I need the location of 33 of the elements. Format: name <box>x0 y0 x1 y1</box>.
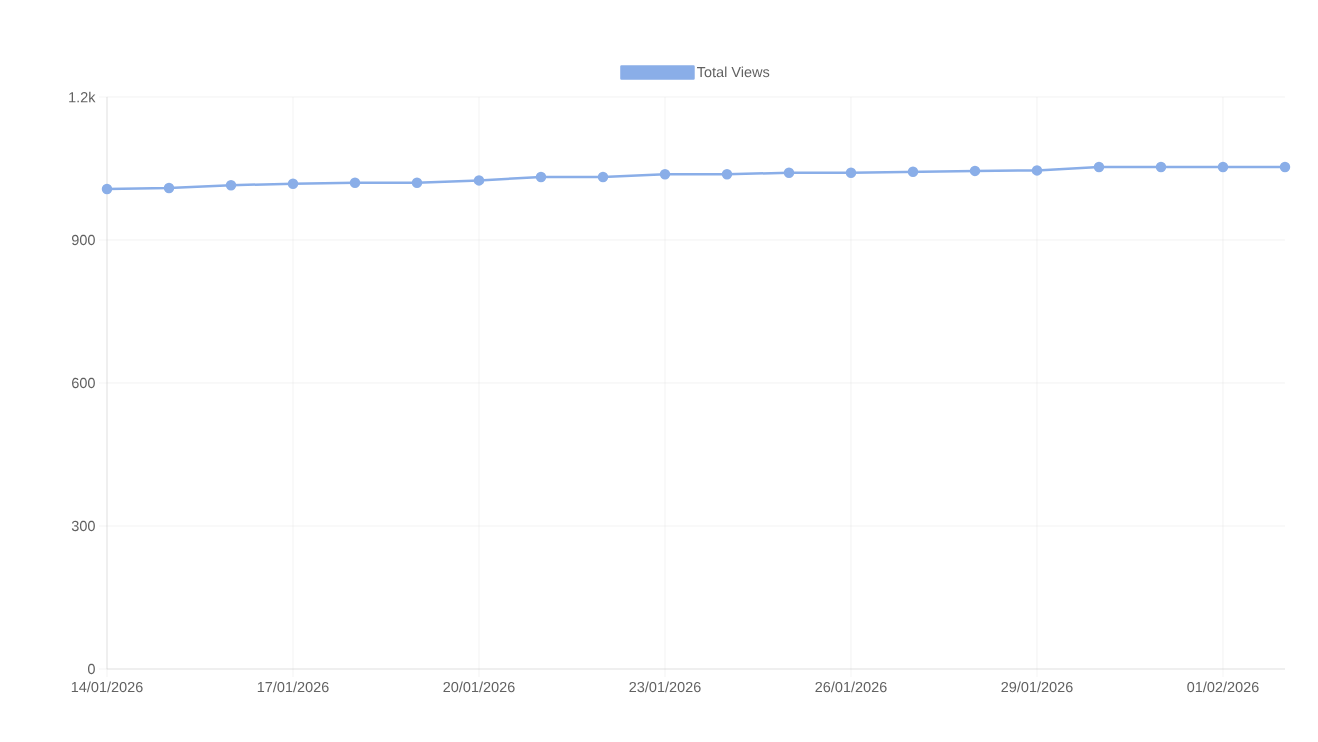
point <box>287 178 299 189</box>
point <box>969 165 981 177</box>
point <box>535 171 547 183</box>
y-tick-label: 300 <box>71 520 95 532</box>
point <box>1279 161 1291 173</box>
y-tick-label: 900 <box>71 234 95 246</box>
point <box>101 183 113 195</box>
point <box>163 182 175 194</box>
x-tick-label: 29/01/2026 <box>1001 681 1073 693</box>
legend-label: Total Views <box>697 66 770 78</box>
y-tick-label: 600 <box>72 377 95 389</box>
point <box>349 177 361 189</box>
point <box>659 168 671 180</box>
point <box>845 167 857 179</box>
point <box>721 168 733 180</box>
point <box>473 175 485 186</box>
point <box>1155 161 1167 173</box>
point <box>1093 161 1105 173</box>
x-tick-label: 23/01/2026 <box>629 681 701 693</box>
point <box>783 167 795 179</box>
y-tick-label: 1.2k <box>69 91 96 103</box>
point <box>1031 165 1043 176</box>
point <box>907 166 919 178</box>
y-tick-label: 0 <box>87 663 95 675</box>
x-tick-label: 20/01/2026 <box>443 681 515 693</box>
point <box>1217 161 1229 173</box>
point <box>411 177 423 189</box>
x-tick-label: 26/01/2026 <box>815 681 887 693</box>
point <box>597 171 609 183</box>
x-tick-label: 14/01/2026 <box>71 681 143 693</box>
point <box>225 179 237 191</box>
x-tick-label: 01/02/2026 <box>1187 681 1259 693</box>
x-tick-label: 17/01/2026 <box>257 681 329 693</box>
